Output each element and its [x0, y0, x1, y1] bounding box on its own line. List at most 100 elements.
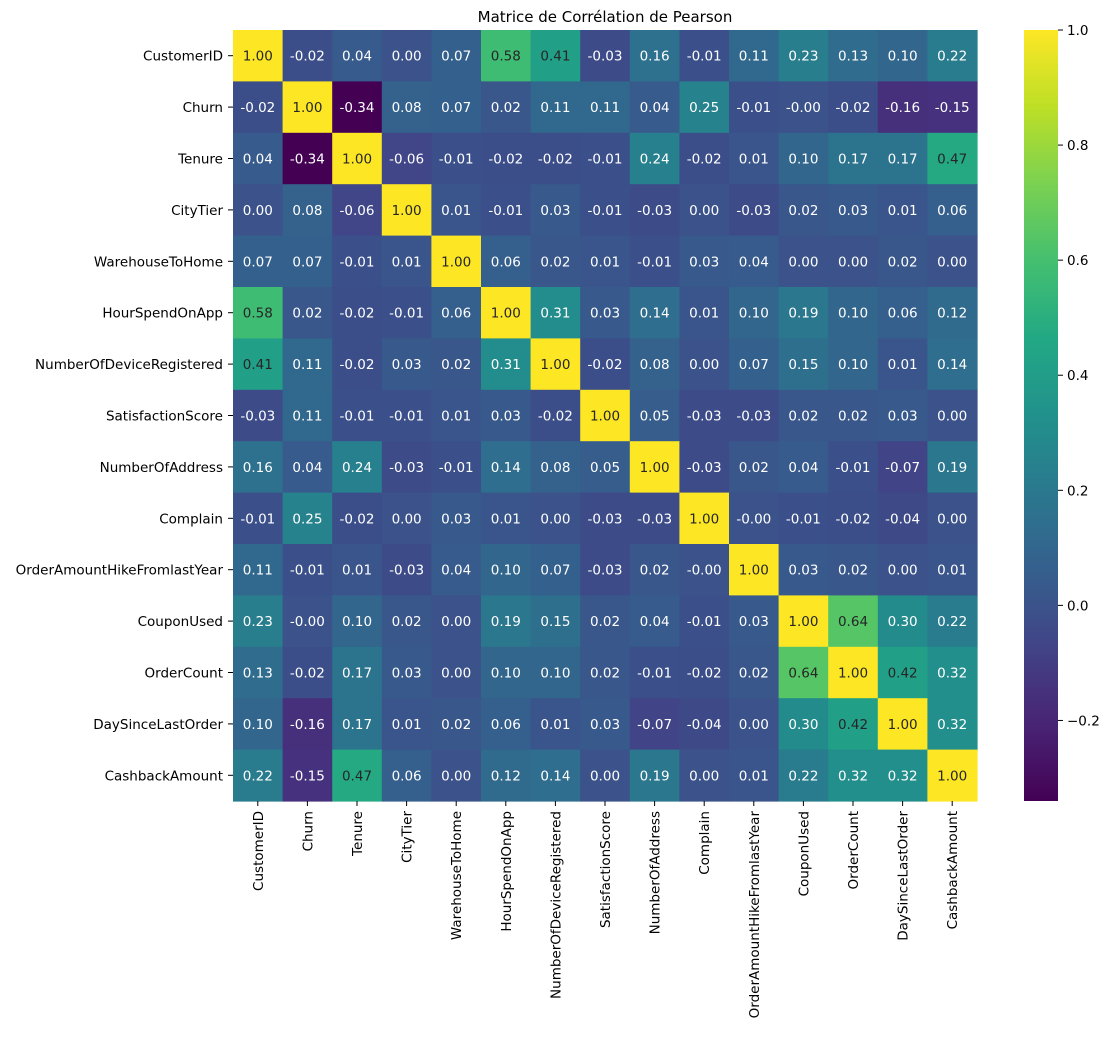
heatmap-cell — [530, 595, 581, 648]
heatmap-cell-label: 0.64 — [788, 666, 818, 682]
heatmap-cell-label: -0.02 — [290, 49, 325, 65]
heatmap-cell-label: 0.02 — [590, 666, 620, 682]
heatmap-cell-label: 0.01 — [689, 306, 719, 322]
heatmap-cell — [679, 749, 730, 802]
heatmap-cell-label: 0.12 — [491, 768, 521, 784]
heatmap-cell — [332, 595, 383, 648]
heatmap-cell — [877, 132, 928, 185]
heatmap-cell-label: -0.02 — [687, 152, 722, 168]
heatmap-cell-label: -0.01 — [637, 666, 672, 682]
heatmap-cell-label: -0.01 — [736, 100, 771, 116]
heatmap-cell-label: 1.00 — [640, 460, 670, 476]
heatmap-cell-label: 0.01 — [342, 563, 372, 579]
heatmap-cell — [282, 81, 333, 134]
heatmap-cell-label: -0.04 — [885, 511, 920, 527]
heatmap-cell — [530, 389, 581, 442]
heatmap-cell — [679, 132, 730, 185]
colorbar-tick-label: 0.2 — [1067, 483, 1088, 499]
heatmap-cell — [481, 287, 532, 339]
heatmap-cell-label: 0.04 — [342, 49, 372, 65]
heatmap-cell — [729, 132, 780, 185]
heatmap-cell-label: 0.24 — [640, 152, 670, 168]
heatmap-cell — [729, 184, 780, 237]
heatmap-cell — [332, 132, 383, 185]
heatmap-cell-label: 1.00 — [937, 768, 967, 784]
heatmap-cell — [381, 287, 432, 339]
heatmap-cell — [828, 595, 879, 648]
heatmap-cell — [729, 81, 780, 134]
heatmap-cell-label: 1.00 — [689, 511, 719, 527]
heatmap-cell-label: 0.08 — [292, 203, 322, 219]
heatmap-cell-label: 0.06 — [491, 254, 521, 270]
heatmap-cell-label: 0.58 — [491, 49, 521, 65]
heatmap-cell — [629, 132, 680, 185]
heatmap-cell-label: 0.08 — [540, 460, 570, 476]
heatmap-cell — [481, 441, 532, 494]
heatmap-cell — [580, 544, 631, 596]
heatmap-cell — [233, 287, 284, 339]
heatmap-cell-label: -0.01 — [637, 254, 672, 270]
heatmap-cell-label: 0.00 — [243, 203, 273, 219]
heatmap-cell-label: -0.02 — [538, 409, 573, 425]
heatmap-cell — [431, 235, 482, 288]
heatmap-cell — [282, 132, 333, 185]
heatmap-cell — [481, 338, 532, 391]
heatmap-cell — [580, 389, 631, 442]
heatmap-cell-label: 0.02 — [888, 254, 918, 270]
x-tick-label: CustomerID — [251, 811, 267, 891]
heatmap-cell-label: -0.00 — [736, 511, 771, 527]
heatmap-cell-label: 0.03 — [590, 717, 620, 733]
heatmap-cell-label: -0.07 — [885, 460, 920, 476]
heatmap-cell — [233, 544, 284, 596]
heatmap-cell-label: 0.01 — [392, 254, 422, 270]
heatmap-cell-label: -0.16 — [290, 717, 325, 733]
heatmap-cell — [778, 287, 829, 339]
heatmap-cell-label: -0.04 — [687, 717, 722, 733]
heatmap-cell-label: 0.00 — [540, 511, 570, 527]
heatmap-cell-label: -0.01 — [488, 203, 523, 219]
heatmap-cell-label: 0.00 — [888, 563, 918, 579]
heatmap-cell — [580, 132, 631, 185]
heatmap-cell-label: 0.14 — [540, 768, 570, 784]
heatmap-cell — [530, 492, 581, 545]
heatmap-cell — [629, 441, 680, 494]
heatmap-cell — [530, 81, 581, 134]
x-tick-label: DaySinceLastOrder — [896, 811, 912, 941]
heatmap-cell-label: 0.00 — [689, 203, 719, 219]
heatmap-cell-label: 0.03 — [392, 357, 422, 373]
heatmap-cell-label: -0.02 — [687, 666, 722, 682]
heatmap-cell — [233, 81, 284, 134]
y-tick-label: CityTier — [171, 203, 223, 219]
heatmap-cell — [381, 441, 432, 494]
heatmap-cell — [282, 698, 333, 751]
heatmap-cell — [877, 698, 928, 751]
heatmap-cell — [629, 287, 680, 339]
heatmap-cell-label: 0.10 — [491, 563, 521, 579]
heatmap-cell — [282, 30, 333, 82]
heatmap-cell-label: 0.03 — [689, 254, 719, 270]
heatmap-cell — [778, 389, 829, 442]
heatmap-cell — [679, 81, 730, 134]
heatmap-cell — [729, 544, 780, 596]
heatmap-cell-label: 0.01 — [739, 768, 769, 784]
heatmap-cell — [431, 389, 482, 442]
heatmap-cell-label: 0.02 — [788, 203, 818, 219]
heatmap-cell — [381, 30, 432, 82]
heatmap-cell-label: 0.58 — [243, 306, 273, 322]
heatmap-cell — [580, 698, 631, 751]
heatmap-cell — [431, 492, 482, 545]
heatmap-cell — [927, 646, 978, 699]
heatmap-cell — [729, 30, 780, 82]
heatmap-cell-label: 0.22 — [788, 768, 818, 784]
heatmap-cell-label: 0.15 — [788, 357, 818, 373]
heatmap-cell — [778, 646, 829, 699]
heatmap-cell-label: 0.06 — [937, 203, 967, 219]
x-tick-label: CashbackAmount — [945, 811, 961, 929]
heatmap-cell-label: -0.03 — [637, 203, 672, 219]
heatmap-cell — [927, 132, 978, 185]
heatmap-cell — [828, 749, 879, 802]
heatmap-cell — [381, 749, 432, 802]
heatmap-cell — [580, 492, 631, 545]
heatmap-cell — [530, 441, 581, 494]
